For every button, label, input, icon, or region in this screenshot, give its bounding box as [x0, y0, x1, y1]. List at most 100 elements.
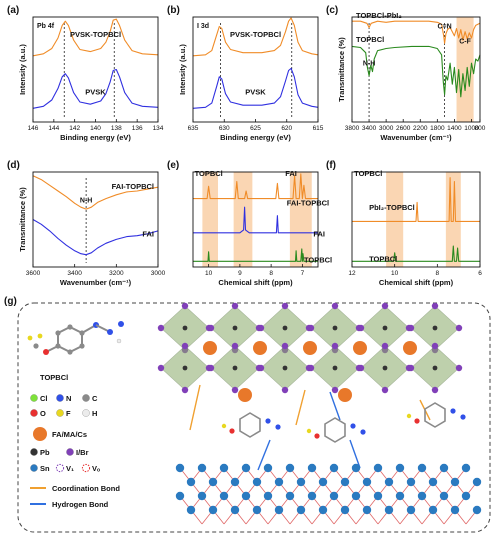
series-line: [193, 173, 318, 200]
tin-atom: [230, 477, 240, 487]
coordination-bond: [295, 389, 306, 426]
x-tick-label: 800: [475, 125, 486, 132]
tin-atom: [208, 477, 218, 487]
halide-atom: [207, 364, 215, 372]
tin-atom: [351, 491, 361, 501]
x-tick-label: 635: [188, 125, 199, 132]
x-axis-label: Binding energy (eV): [60, 133, 131, 142]
atom-label: I/Br: [76, 448, 89, 457]
tin-atom: [197, 491, 207, 501]
tin-atom: [384, 477, 394, 487]
fluorine-atom: [27, 335, 33, 341]
fluorine-atom: [406, 413, 412, 419]
series-label: PVSK-TOPBCl: [230, 30, 281, 39]
carbon-atom: [67, 349, 73, 355]
tin-atom: [241, 463, 251, 473]
x-tick-label: 3000: [379, 125, 394, 132]
tin-atom: [461, 463, 471, 473]
tin-atom: [428, 477, 438, 487]
nitrogen-atom: [460, 414, 466, 420]
series-line: [352, 245, 480, 262]
series-label: TOPBCl: [195, 169, 223, 178]
atom-icon: [82, 394, 90, 402]
x-tick-label: 2600: [396, 125, 411, 132]
series-line: [32, 175, 159, 210]
adsorbed-molecule: [306, 417, 366, 443]
lead-atom: [182, 365, 188, 371]
x-tick-label: 9: [238, 270, 242, 277]
halide-atom: [157, 364, 165, 372]
nitrogen-atom: [350, 423, 356, 429]
nitrogen-atom: [450, 408, 456, 414]
lead-atom: [232, 325, 238, 331]
x-tick-label: 3400: [67, 270, 82, 277]
series-line: [352, 177, 480, 222]
y-axis-label: Transmittance (%): [337, 37, 346, 102]
molecule-name: TOPBCl: [40, 373, 68, 382]
halide-atom: [207, 324, 215, 332]
halide-atom: [181, 342, 189, 350]
lead-atom: [182, 325, 188, 331]
tin-atom: [285, 463, 295, 473]
x-tick-label: 8: [269, 270, 273, 277]
lead-atom: [282, 365, 288, 371]
lead-atom: [382, 325, 388, 331]
tin-atom: [461, 491, 471, 501]
x-tick-label: 142: [69, 125, 80, 132]
atom-icon: [82, 409, 90, 417]
oxygen-atom: [229, 428, 235, 434]
series-label: TOPBCl: [304, 255, 332, 264]
nitrogen-atom: [360, 429, 366, 435]
x-tick-label: 138: [111, 125, 122, 132]
x-tick-label: 625: [250, 125, 261, 132]
tin-atom: [340, 477, 350, 487]
halide-atom: [331, 386, 339, 394]
tin-atom: [351, 463, 361, 473]
tin-atom: [395, 491, 405, 501]
y-axis-label: Transmittance (%): [18, 187, 27, 252]
x-tick-label: 136: [132, 125, 143, 132]
panel-label: (g): [4, 296, 17, 307]
vacancy-icon: [81, 463, 91, 473]
atom-label: V₁: [66, 464, 74, 473]
halide-atom: [357, 324, 365, 332]
x-tick-label: 630: [219, 125, 230, 132]
series-line: [352, 20, 481, 44]
halide-atom: [381, 386, 389, 394]
tin-atom: [230, 505, 240, 515]
lead-atom: [432, 325, 438, 331]
chart-panel-1: 146 144 142 140 138 136 134 Binding energy (eV)…: [7, 5, 164, 142]
series-line: [351, 45, 481, 98]
tin-atom: [329, 463, 339, 473]
hydrogen-bond: [257, 439, 271, 471]
oxygen-atom: [43, 349, 49, 355]
adsorbed-molecule: [221, 412, 281, 438]
x-tick-label: 10: [391, 270, 399, 277]
plot-frame: [32, 171, 159, 268]
tin-atom: [417, 491, 427, 501]
series-label: TOPBCl: [354, 169, 382, 178]
halide-atom: [157, 324, 165, 332]
series-line: [32, 18, 159, 57]
halide-atom: [231, 386, 239, 394]
nitrogen-atom: [265, 418, 271, 424]
highlight-band: [289, 172, 312, 267]
x-axis-label: Wavenumber (cm⁻¹): [60, 278, 132, 287]
series-line: [193, 248, 318, 262]
tin-atom: [263, 491, 273, 501]
x-axis-label: Wavenumber (cm⁻¹): [380, 133, 452, 142]
x-tick-label: 3600: [26, 270, 41, 277]
halide-atom: [381, 302, 389, 310]
core-level-label: I 3d: [197, 23, 209, 30]
tin-atom: [362, 477, 372, 487]
tin-atom: [450, 505, 460, 515]
chart-panel-6: 12 10 8 6 Chemical shift (ppm) (f) TOPBCl PbI₂-…: [326, 160, 482, 287]
tin-atom: [274, 505, 284, 515]
benzene-ring: [424, 402, 446, 428]
tin-atom: [175, 463, 185, 473]
panel-label: (c): [326, 5, 338, 16]
tin-atom: [219, 463, 229, 473]
highlight-band: [202, 172, 218, 267]
series-label: PVSK: [85, 88, 106, 97]
